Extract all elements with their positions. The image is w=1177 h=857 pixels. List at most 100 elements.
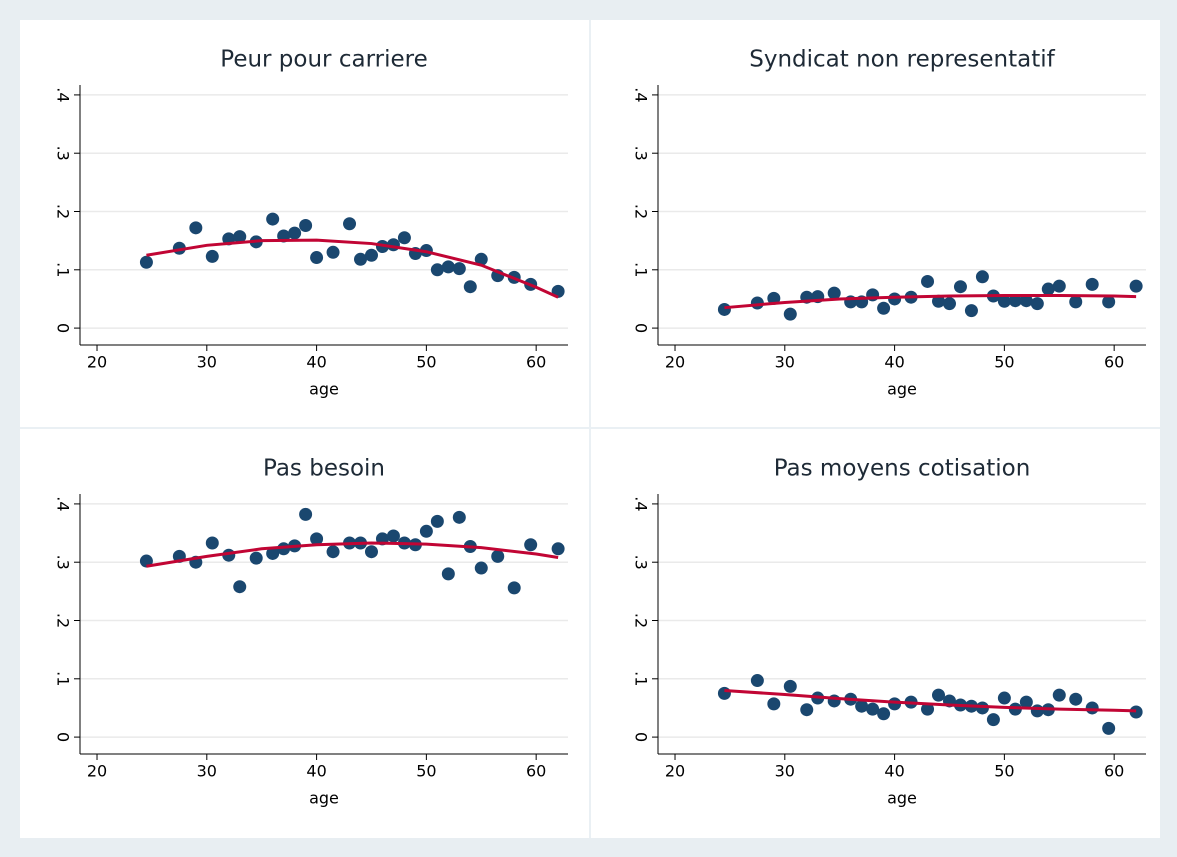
y-tick-label: .2: [54, 613, 73, 628]
x-tick-label: 60: [1104, 762, 1124, 781]
point: [750, 674, 764, 688]
x-tick-label: 50: [994, 762, 1014, 781]
point: [266, 546, 280, 560]
point: [507, 581, 521, 595]
panel-title: Pas moyens cotisation: [774, 456, 1031, 482]
point: [249, 551, 263, 565]
y-tick-label: 0: [54, 323, 73, 333]
point: [942, 297, 956, 311]
panel-title: Pas besoin: [263, 456, 385, 482]
fit-line: [146, 541, 559, 568]
point: [354, 252, 368, 266]
point: [800, 703, 814, 717]
point: [1052, 688, 1066, 702]
point: [953, 280, 967, 294]
point: [310, 251, 324, 265]
point: [1129, 705, 1143, 719]
point: [326, 545, 340, 559]
point: [233, 230, 247, 244]
x-tick-label: 50: [994, 353, 1014, 372]
point: [783, 679, 797, 693]
point: [288, 226, 302, 240]
point: [866, 702, 880, 716]
point: [463, 280, 477, 294]
point: [921, 702, 935, 716]
point: [441, 260, 455, 274]
y-tick-label: .2: [632, 613, 651, 628]
x-tick-label: 50: [416, 353, 436, 372]
fit-line: [724, 688, 1137, 713]
y-tick-label: .3: [632, 555, 651, 570]
x-tick-label: 40: [884, 353, 904, 372]
point: [975, 270, 989, 284]
point: [932, 688, 946, 702]
x-tick-label: 20: [665, 353, 685, 372]
point: [474, 561, 488, 575]
point: [326, 245, 340, 259]
y-tick-label: .3: [54, 146, 73, 161]
point: [1102, 295, 1116, 309]
point: [299, 507, 313, 521]
point: [932, 294, 946, 308]
point: [430, 514, 444, 528]
point: [767, 697, 781, 711]
point: [1069, 692, 1083, 706]
x-tick-label: 20: [87, 762, 107, 781]
point: [364, 248, 378, 262]
point: [364, 545, 378, 559]
x-tick-label: 30: [775, 762, 795, 781]
point: [964, 304, 978, 318]
point: [1069, 295, 1083, 309]
point: [343, 217, 357, 231]
y-tick-label: 0: [54, 732, 73, 742]
point: [997, 294, 1011, 308]
y-tick-label: .4: [54, 87, 73, 102]
y-tick-label: .1: [632, 671, 651, 686]
y-tick-label: .4: [632, 87, 651, 102]
y-tick-label: 0: [632, 323, 651, 333]
x-tick-label: 60: [526, 762, 546, 781]
point: [1085, 277, 1099, 291]
point: [397, 231, 411, 245]
point: [1030, 704, 1044, 718]
x-tick-label: 40: [884, 762, 904, 781]
point: [1008, 294, 1022, 308]
x-tick-label: 50: [416, 762, 436, 781]
point: [386, 529, 400, 543]
point: [717, 686, 731, 700]
point: [997, 691, 1011, 705]
y-tick-label: .2: [632, 204, 651, 219]
x-tick-label: 40: [306, 353, 326, 372]
x-tick-label: 20: [665, 762, 685, 781]
point: [888, 697, 902, 711]
point: [491, 549, 505, 563]
point: [233, 580, 247, 594]
point: [1052, 279, 1066, 293]
point: [921, 274, 935, 288]
point: [551, 542, 565, 556]
point: [1019, 294, 1033, 308]
x-axis-label: age: [309, 789, 339, 808]
point: [205, 249, 219, 263]
x-tick-label: 40: [306, 762, 326, 781]
point: [888, 292, 902, 306]
point: [452, 510, 466, 524]
panel-title: Syndicat non representatif: [749, 47, 1055, 73]
point: [1129, 279, 1143, 293]
fit-line: [724, 293, 1137, 310]
point: [827, 286, 841, 300]
point: [299, 218, 313, 232]
point: [430, 263, 444, 277]
point: [205, 536, 219, 550]
y-tick-label: .2: [54, 204, 73, 219]
x-tick-label: 30: [197, 353, 217, 372]
point: [1030, 297, 1044, 311]
point: [139, 255, 153, 269]
point: [877, 301, 891, 315]
x-axis-label: age: [309, 380, 339, 399]
point: [717, 302, 731, 316]
point: [441, 567, 455, 581]
fit-line: [146, 238, 559, 299]
x-tick-label: 30: [775, 353, 795, 372]
